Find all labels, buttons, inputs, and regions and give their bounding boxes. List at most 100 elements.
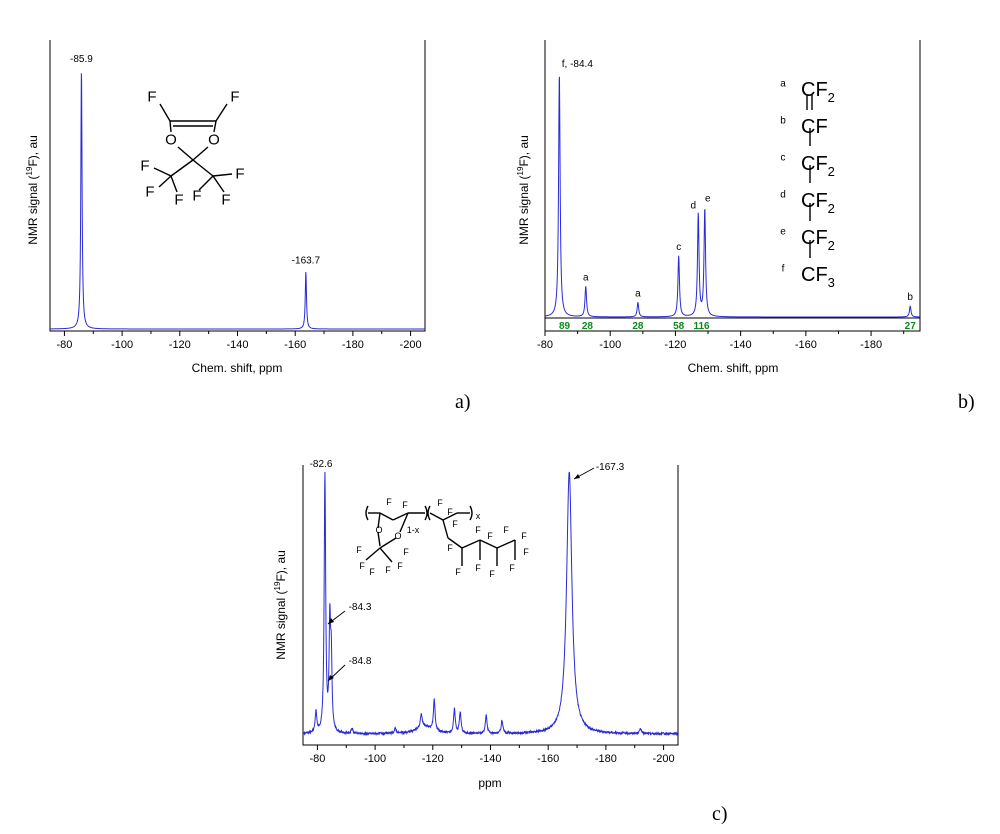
panel-b-peak-label: a (635, 288, 641, 299)
panel-c-x-tick-label: -160 (537, 753, 559, 765)
panel-b-chain-group: CF2 (801, 79, 835, 105)
panel-b-integral-label: 89 (559, 321, 571, 332)
panel-b-y-axis-title: NMR signal (19F), au (516, 135, 531, 245)
panel-c-x-tick-label: -140 (479, 753, 501, 765)
svg-text:F: F (523, 547, 529, 557)
panel-b-integral-label: 28 (582, 321, 594, 332)
panel-b-peak-label: b (907, 292, 913, 303)
panel-b-x-tick-label: -100 (599, 339, 621, 351)
panel-a-x-tick-label: -200 (400, 339, 422, 351)
svg-text:F: F (145, 184, 154, 201)
svg-text:O: O (375, 525, 382, 535)
panel-b-spectrum (544, 76, 921, 318)
panel-b-peak-label: e (705, 194, 711, 205)
svg-text:F: F (521, 531, 527, 541)
svg-text:F: F (221, 192, 230, 209)
panel-b-chain-structure: a CF2 b CF c CF2 d CF2 e CF2 f CF3 (780, 79, 835, 290)
svg-text:F: F (192, 188, 201, 205)
panel-a-x-axis-title: Chem. shift, ppm (192, 361, 283, 375)
svg-text:F: F (359, 561, 365, 571)
panel-b-chain-group: CF2 (801, 153, 835, 179)
svg-text:F: F (475, 563, 481, 573)
panel-b-chain-letter: c (781, 153, 786, 164)
panel-a-x-tick-label: -120 (169, 339, 191, 351)
panel-b-chain-group: CF3 (801, 264, 835, 290)
panel-b-x-axis-title: Chem. shift, ppm (688, 361, 779, 375)
panel-b-chain-letter: e (780, 227, 786, 238)
svg-text:F: F (509, 563, 515, 573)
svg-text:F: F (147, 89, 156, 106)
panel-b-integral-label: 116 (693, 321, 710, 332)
panel-c-y-axis-title: NMR signal (19F), au (273, 550, 288, 660)
panel-a-x-tick-label: -140 (226, 339, 248, 351)
svg-text:F: F (230, 89, 239, 106)
panel-b-chain-letter: f (782, 264, 785, 275)
panel-a-x-tick-label: -160 (284, 339, 306, 351)
panel-b-peak-label: a (583, 273, 589, 284)
panel-c-x-tick-label: -120 (422, 753, 444, 765)
panel-b-chain-group: CF (801, 116, 828, 138)
panel-b-x-tick-label: -180 (860, 339, 882, 351)
panel-b-peak-label: d (690, 201, 696, 212)
svg-text:F: F (487, 531, 493, 541)
panel-a-x-tick-label: -180 (342, 339, 364, 351)
panel-c-x-tick-label: -80 (309, 753, 325, 765)
panel-b-chain-group: CF2 (801, 227, 835, 253)
panel-c-peak-label: -167.3 (596, 462, 625, 473)
panel-b-x-tick-label: -140 (730, 339, 752, 351)
panel-c-arrows (327, 467, 595, 682)
panel-c-x-tick-label: -180 (595, 753, 617, 765)
svg-text:F: F (385, 565, 391, 575)
svg-text:x: x (476, 511, 481, 521)
panel-a-y-axis-title: NMR signal (19F), au (25, 135, 40, 245)
svg-text:F: F (437, 498, 443, 508)
svg-text:F: F (447, 507, 453, 517)
svg-text:F: F (402, 500, 408, 510)
panel-c-chart: -80 -100 -120 -140 -160 -180 -200 -82.6 -84.3 -8… (273, 459, 728, 825)
panel-b-chain-letter: a (780, 79, 786, 90)
svg-text:F: F (397, 561, 403, 571)
panel-c-peak-label: -82.6 (310, 459, 333, 470)
panel-a-x-tick-label: -100 (111, 339, 133, 351)
panel-b-chain-letter: b (780, 116, 786, 127)
panel-a-peak-label: -85.9 (70, 54, 93, 65)
panel-b-integral-label: 27 (905, 321, 917, 332)
svg-text:F: F (452, 519, 458, 529)
svg-text:F: F (235, 166, 244, 183)
panel-b-peak-label: f, -84.4 (562, 59, 594, 70)
panel-a-molecule: F F O O F F F F F F (140, 89, 244, 209)
panel-b-chain-letter: d (780, 190, 786, 201)
panel-a-chart: -80 -100 -120 -140 -160 -180 -200 -85.9-163.7 … (25, 40, 471, 413)
svg-text:F: F (140, 158, 149, 175)
panel-b-x-tick-label: -120 (664, 339, 686, 351)
panel-a-x-tick-label: -80 (56, 339, 72, 351)
panel-c-x-tick-label: -200 (653, 753, 675, 765)
panel-b-integral-label: 28 (632, 321, 644, 332)
panel-c-peak-label: -84.3 (349, 602, 372, 613)
svg-text:F: F (403, 547, 409, 557)
panel-b-integral-label: 58 (673, 321, 685, 332)
panel-a-axes (49, 40, 426, 332)
panel-b-axes (544, 40, 921, 332)
svg-text:O: O (165, 132, 177, 149)
panel-c-x-axis-title: ppm (478, 776, 501, 790)
panel-b-peak-label: c (676, 242, 681, 253)
svg-text:F: F (356, 545, 362, 555)
panel-a-spectrum (50, 73, 425, 330)
panel-b-x-tick-label: -80 (537, 339, 553, 351)
svg-text:F: F (489, 569, 495, 579)
svg-text:F: F (447, 543, 453, 553)
panel-c-letter: c) (712, 803, 728, 825)
svg-text:F: F (386, 497, 392, 507)
panel-a-peak-label: -163.7 (292, 256, 321, 267)
panel-c-polymer-structure: O O F F F F F F F F F F F F F F F F F F … (356, 497, 529, 579)
panel-a-letter: a) (455, 391, 471, 413)
svg-text:F: F (174, 192, 183, 209)
svg-text:1-x: 1-x (407, 525, 420, 535)
panel-c-spectrum (302, 471, 679, 737)
panel-c-peak-label: -84.8 (349, 656, 372, 667)
svg-text:O: O (208, 132, 220, 149)
panel-b-chain-group: CF2 (801, 190, 835, 216)
svg-text:O: O (394, 531, 401, 541)
